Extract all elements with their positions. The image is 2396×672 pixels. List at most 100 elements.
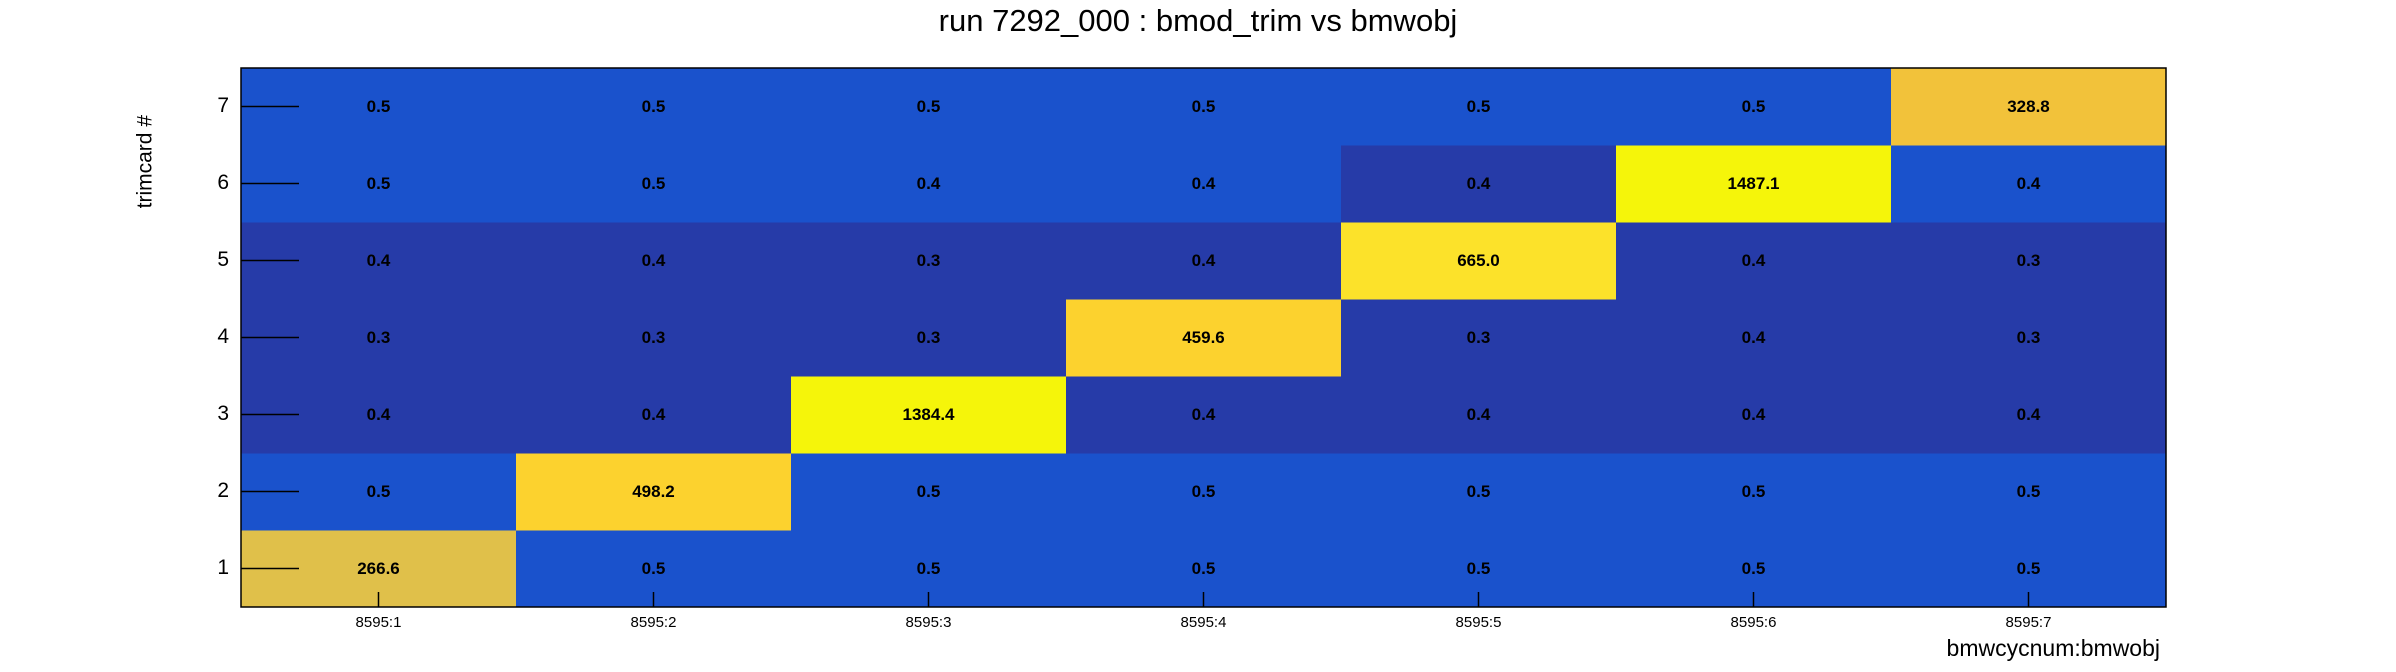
cell-label: 0.5 <box>2017 482 2041 501</box>
cell-label: 0.5 <box>367 482 391 501</box>
x-axis-title: bmwcycnum:bmwobj <box>1947 635 2160 661</box>
heatmap-cell <box>1341 222 1617 300</box>
y-tick-label: 4 <box>217 325 229 348</box>
x-tick-label: 8595:2 <box>631 614 677 631</box>
cell-label: 0.4 <box>367 405 391 424</box>
heatmap-cell <box>1891 222 2167 300</box>
heatmap-cell <box>1616 222 1892 300</box>
cell-label: 0.3 <box>1467 328 1491 347</box>
heatmap-cell <box>1616 145 1892 223</box>
heatmap-cell <box>516 453 792 531</box>
cell-label: 1384.4 <box>903 405 956 424</box>
heatmap-cell <box>1341 68 1617 146</box>
heatmap-cell <box>1341 453 1617 531</box>
heatmap-cell <box>791 453 1067 531</box>
x-tick-label: 8595:6 <box>1731 614 1777 631</box>
heatmap-cell <box>791 68 1067 146</box>
heatmap-cell <box>516 376 792 454</box>
cell-label: 0.3 <box>2017 251 2041 270</box>
heatmap-cell <box>516 222 792 300</box>
y-tick-label: 3 <box>217 402 229 425</box>
cell-label: 0.3 <box>917 251 941 270</box>
cell-label: 0.4 <box>1192 405 1216 424</box>
cell-label: 0.4 <box>1742 251 1766 270</box>
heatmap-cell <box>1341 299 1617 377</box>
cell-label: 0.5 <box>642 97 666 116</box>
cell-label: 459.6 <box>1182 328 1225 347</box>
cell-label: 0.4 <box>1192 251 1216 270</box>
cell-label: 0.4 <box>1467 174 1491 193</box>
cell-label: 0.4 <box>642 405 666 424</box>
heatmap-cell <box>1066 299 1342 377</box>
cell-label: 0.4 <box>642 251 666 270</box>
cell-label: 0.3 <box>642 328 666 347</box>
heatmap-cell <box>1066 453 1342 531</box>
heatmap-cell <box>791 145 1067 223</box>
x-tick-label: 8595:7 <box>2006 614 2052 631</box>
y-tick-label: 5 <box>217 248 229 271</box>
cell-label: 0.5 <box>1467 559 1491 578</box>
heatmap-cell <box>1066 376 1342 454</box>
cell-label: 0.5 <box>642 559 666 578</box>
cell-label: 0.4 <box>1467 405 1491 424</box>
heatmap-cell <box>1616 68 1892 146</box>
heatmap-cell <box>1616 299 1892 377</box>
cell-label: 0.3 <box>2017 328 2041 347</box>
cell-label: 0.3 <box>367 328 391 347</box>
cell-label: 0.5 <box>917 97 941 116</box>
heatmap-cell <box>1891 453 2167 531</box>
y-tick-label: 1 <box>217 556 229 579</box>
cell-label: 0.4 <box>367 251 391 270</box>
cell-label: 0.5 <box>642 174 666 193</box>
cell-label: 0.5 <box>917 559 941 578</box>
x-tick-label: 8595:3 <box>906 614 952 631</box>
cell-label: 0.5 <box>917 482 941 501</box>
heatmap-cell <box>516 68 792 146</box>
heatmap-cell <box>1066 145 1342 223</box>
heatmap-cell <box>1891 376 2167 454</box>
cell-label: 1487.1 <box>1728 174 1780 193</box>
cell-label: 328.8 <box>2007 97 2050 116</box>
x-tick-label: 8595:1 <box>356 614 402 631</box>
cell-label: 0.5 <box>1192 559 1216 578</box>
heatmap-cell <box>1341 145 1617 223</box>
heatmap-cell <box>791 222 1067 300</box>
cell-label: 0.3 <box>917 328 941 347</box>
cell-label: 266.6 <box>357 559 400 578</box>
cell-label: 0.4 <box>917 174 941 193</box>
cell-label: 0.4 <box>1742 405 1766 424</box>
heatmap-cell <box>791 376 1067 454</box>
heatmap-cell <box>1066 222 1342 300</box>
cell-label: 0.4 <box>1742 328 1766 347</box>
cell-label: 0.4 <box>2017 405 2041 424</box>
cell-label: 0.5 <box>1192 97 1216 116</box>
heatmap-cell <box>1616 453 1892 531</box>
heatmap-cell <box>516 299 792 377</box>
heatmap-cell <box>1616 376 1892 454</box>
cell-label: 0.5 <box>1467 482 1491 501</box>
heatmap-cell <box>1891 68 2167 146</box>
heatmap-cell <box>1891 299 2167 377</box>
x-tick-label: 8595:5 <box>1456 614 1502 631</box>
cell-label: 0.5 <box>1467 97 1491 116</box>
heatmap-cell <box>791 299 1067 377</box>
cell-label: 0.4 <box>2017 174 2041 193</box>
heatmap-cell <box>1891 145 2167 223</box>
cell-label: 0.5 <box>1742 482 1766 501</box>
y-tick-label: 7 <box>217 94 229 117</box>
chart-title: run 7292_000 : bmod_trim vs bmwobj <box>939 3 1458 38</box>
y-tick-label: 2 <box>217 479 229 502</box>
cell-label: 0.5 <box>367 174 391 193</box>
cell-label: 0.5 <box>1742 559 1766 578</box>
heatmap-cell <box>1341 376 1617 454</box>
heatmap-cell <box>516 145 792 223</box>
y-tick-label: 6 <box>217 171 229 194</box>
x-tick-label: 8595:4 <box>1181 614 1227 631</box>
cell-label: 0.4 <box>1192 174 1216 193</box>
cell-label: 0.5 <box>2017 559 2041 578</box>
cell-label: 0.5 <box>1192 482 1216 501</box>
heatmap-cell <box>1066 68 1342 146</box>
cell-label: 0.5 <box>1742 97 1766 116</box>
y-axis-title: trimcard # <box>134 115 157 209</box>
